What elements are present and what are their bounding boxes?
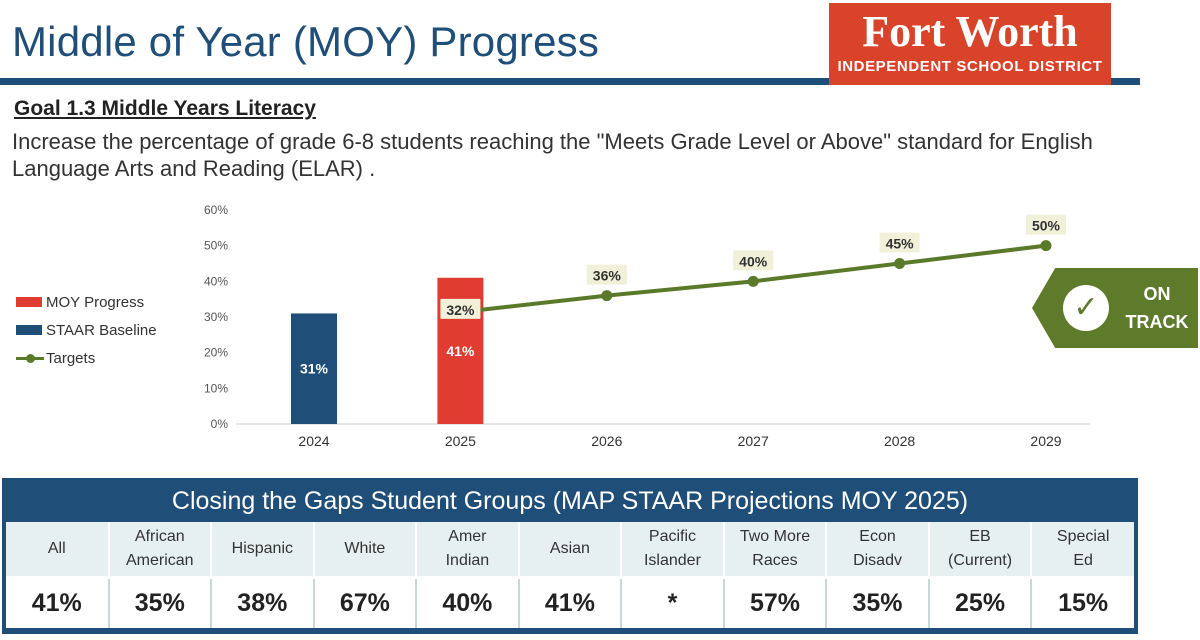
logo-name: Fort Worth (862, 7, 1078, 56)
target-point-2027 (747, 275, 759, 287)
group-header-all: All (6, 522, 109, 579)
group-value-econ-disadv: 35% (825, 577, 929, 628)
group-header-two-more-races: Two More Races (722, 522, 827, 579)
group-value-amer-indian: 40% (415, 577, 519, 628)
bar-data-label: 41% (446, 343, 475, 359)
goal-description: Increase the percentage of grade 6-8 stu… (12, 129, 1093, 181)
y-tick-label: 50% (204, 239, 228, 253)
group-header-hispanic: Hispanic (210, 522, 314, 579)
group-value-african-american: 35% (107, 577, 212, 628)
gaps-header-row: All African American Hispanic White Amer I… (6, 522, 1134, 579)
legend-item-baseline: STAAR Baseline (16, 316, 157, 344)
progress-chart: 0% 10% 20% 30% 40% 50% 60% 2024 2025 2026 2027 2028… (204, 203, 1090, 449)
gaps-panel: Closing the Gaps Student Groups (MAP STA… (2, 478, 1138, 634)
legend-item-targets: Targets (16, 344, 157, 372)
target-label-box (586, 264, 627, 285)
x-tick-label: 2024 (298, 433, 329, 449)
y-tick-label: 20% (204, 346, 228, 360)
group-value-hispanic: 38% (210, 577, 314, 628)
legend-item-moy: MOY Progress (16, 288, 157, 316)
legend-label-moy: MOY Progress (46, 293, 145, 311)
group-header-asian: Asian (517, 522, 622, 579)
target-label-box (879, 232, 920, 253)
target-data-label: 40% (739, 253, 768, 269)
gaps-value-row: 41% 35% 38% 67% 40% 41% * 57% 35% 25% 15… (6, 577, 1134, 628)
group-header-african-american: African American (107, 522, 212, 579)
page-title: Middle of Year (MOY) Progress (12, 18, 600, 65)
gaps-table: All African American Hispanic White Amer I… (6, 522, 1134, 628)
check-icon: ✓ (1063, 285, 1109, 331)
x-tick-label: 2029 (1030, 433, 1061, 449)
group-value-two-more-races: 57% (722, 577, 827, 628)
group-value-eb-current: 25% (927, 577, 1032, 628)
group-header-pacific-islander: Pacific Islander (620, 522, 724, 579)
group-header-amer-indian: Amer Indian (415, 522, 519, 579)
group-header-eb-current: EB (Current) (927, 522, 1032, 579)
bar-staar-baseline-2024 (291, 313, 337, 424)
group-value-all: 41% (6, 577, 109, 628)
title-divider (0, 78, 1140, 85)
badge-arrow-shape (1032, 268, 1198, 348)
y-tick-label: 10% (204, 381, 228, 395)
target-label-box (440, 298, 481, 319)
group-value-special-ed: 15% (1030, 577, 1134, 628)
group-header-special-ed: Special Ed (1030, 522, 1134, 579)
goal-heading: Goal 1.3 Middle Years Literacy (14, 97, 316, 120)
target-data-label: 45% (886, 236, 915, 252)
y-tick-label: 30% (204, 310, 228, 324)
x-tick-label: 2025 (445, 433, 476, 449)
group-value-pacific-islander: * (620, 577, 724, 628)
group-header-econ-disadv: Econ Disadv (825, 522, 929, 579)
target-label-box (1026, 214, 1066, 235)
legend-swatch-baseline (16, 325, 42, 335)
target-data-label: 36% (593, 268, 622, 284)
y-tick-label: 60% (204, 203, 228, 217)
legend-swatch-targets (16, 353, 44, 363)
badge-text: ON TRACK (1117, 280, 1197, 336)
bar-data-label: 31% (300, 361, 329, 377)
target-data-label: 50% (1032, 218, 1061, 234)
target-point-2026 (601, 290, 613, 302)
badge-line-1: ON (1143, 284, 1171, 304)
group-value-white: 67% (312, 577, 417, 628)
x-tick-label: 2028 (884, 433, 915, 449)
gaps-title: Closing the Gaps Student Groups (MAP STA… (171, 487, 969, 515)
group-header-white: White (312, 522, 417, 579)
legend-label-baseline: STAAR Baseline (46, 321, 157, 339)
target-label-box (733, 250, 774, 271)
target-data-label: 32% (446, 302, 475, 318)
chart-legend: MOY Progress STAAR Baseline Targets (16, 288, 157, 372)
target-point-2028 (894, 258, 906, 269)
status-badge: ✓ ON TRACK (1032, 268, 1198, 348)
target-point-2029 (1040, 240, 1052, 252)
badge-line-2: TRACK (1125, 312, 1189, 332)
legend-swatch-moy (16, 297, 42, 307)
x-tick-label: 2026 (591, 433, 622, 449)
y-tick-label: 0% (211, 417, 229, 431)
logo-subtitle: INDEPENDENT SCHOOL DISTRICT (837, 58, 1103, 75)
district-logo: Fort Worth INDEPENDENT SCHOOL DISTRICT (829, 3, 1111, 85)
legend-label-targets: Targets (46, 349, 96, 367)
y-tick-label: 40% (204, 274, 228, 288)
group-value-asian: 41% (517, 577, 622, 628)
x-tick-label: 2027 (738, 433, 769, 449)
